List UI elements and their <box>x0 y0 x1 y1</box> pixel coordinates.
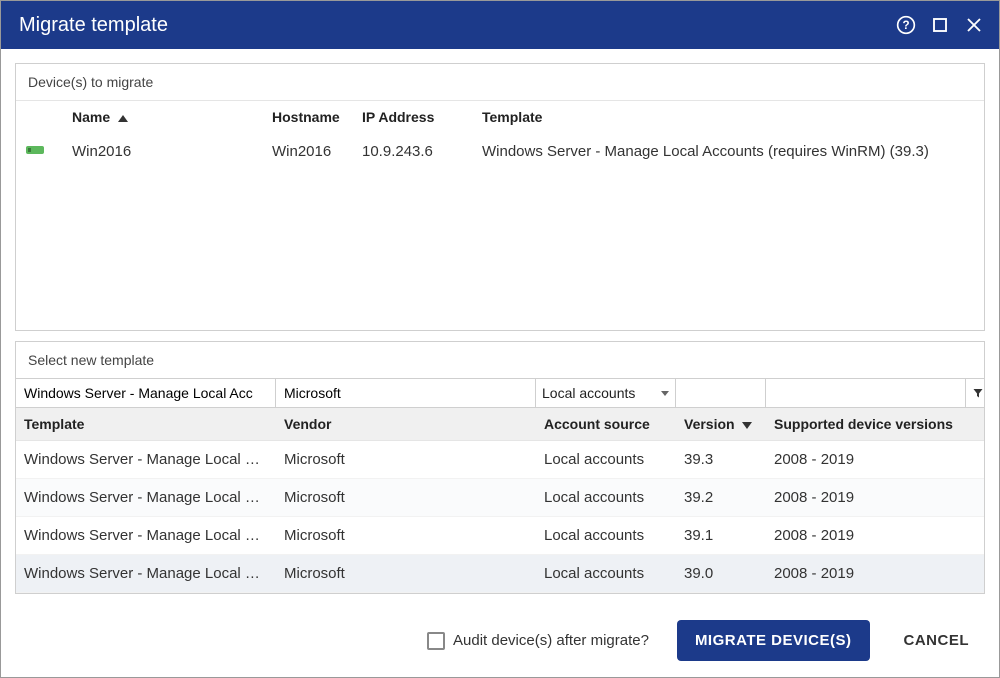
checkbox-icon <box>427 632 445 650</box>
sort-asc-icon <box>118 115 128 122</box>
devices-table-header: Name Hostname IP Address Template <box>16 101 984 136</box>
help-icon[interactable]: ? <box>895 14 917 36</box>
cell-account-source: Local accounts <box>536 555 676 592</box>
template-filter-row: Local accounts <box>16 378 984 408</box>
filter-template-input[interactable] <box>22 384 269 402</box>
filter-version[interactable] <box>676 379 766 407</box>
cell-template: Windows Server - Manage Local Accounts (… <box>474 135 984 168</box>
chevron-down-icon <box>661 391 669 396</box>
col-vendor[interactable]: Vendor <box>276 408 536 440</box>
cell-version: 39.3 <box>676 441 766 478</box>
maximize-icon[interactable] <box>929 14 951 36</box>
devices-panel-title: Device(s) to migrate <box>16 64 984 100</box>
col-template[interactable]: Template <box>474 101 984 136</box>
sort-desc-icon <box>742 422 752 429</box>
filter-vendor-input[interactable] <box>282 384 529 402</box>
table-row[interactable]: Windows Server - Manage Local …Microsoft… <box>16 555 984 593</box>
svg-text:?: ? <box>902 19 909 32</box>
migrate-template-dialog: Migrate template ? Device(s) to migrate <box>0 0 1000 678</box>
cell-vendor: Microsoft <box>276 555 536 592</box>
filter-vendor[interactable] <box>276 379 536 407</box>
table-row[interactable]: Windows Server - Manage Local …Microsoft… <box>16 517 984 555</box>
cancel-button[interactable]: CANCEL <box>898 620 976 661</box>
close-icon[interactable] <box>963 14 985 36</box>
cell-template: Windows Server - Manage Local … <box>16 479 276 516</box>
cell-account-source: Local accounts <box>536 441 676 478</box>
cell-version: 39.0 <box>676 555 766 592</box>
titlebar-actions: ? <box>895 14 985 36</box>
dialog-body: Device(s) to migrate Name Hostname IP Ad… <box>1 49 999 608</box>
col-icon <box>16 101 64 136</box>
devices-table: Name Hostname IP Address Template Win201… <box>16 100 984 168</box>
cell-ip: 10.9.243.6 <box>354 135 474 168</box>
col-name-label: Name <box>72 109 110 125</box>
migrate-button[interactable]: MIGRATE DEVICE(S) <box>677 620 870 661</box>
filter-icon <box>972 386 984 400</box>
cell-template: Windows Server - Manage Local … <box>16 517 276 554</box>
titlebar: Migrate template ? <box>1 1 999 49</box>
cell-name: Win2016 <box>64 135 264 168</box>
filter-account-source-value: Local accounts <box>542 385 635 401</box>
cell-vendor: Microsoft <box>276 517 536 554</box>
filter-actions[interactable] <box>966 379 990 407</box>
col-hostname[interactable]: Hostname <box>264 101 354 136</box>
dialog-footer: Audit device(s) after migrate? MIGRATE D… <box>1 608 999 677</box>
cell-account-source: Local accounts <box>536 517 676 554</box>
table-row[interactable]: Windows Server - Manage Local …Microsoft… <box>16 441 984 479</box>
templates-table-header: Template Vendor Account source Version S… <box>16 408 984 441</box>
server-icon <box>24 144 46 156</box>
col-account-source[interactable]: Account source <box>536 408 676 440</box>
table-row[interactable]: Win2016Win201610.9.243.6Windows Server -… <box>16 135 984 168</box>
filter-supported-input[interactable] <box>772 384 959 402</box>
devices-panel: Device(s) to migrate Name Hostname IP Ad… <box>15 63 985 331</box>
col-version-label: Version <box>684 416 735 432</box>
cell-supported: 2008 - 2019 <box>766 517 984 554</box>
dialog-title: Migrate template <box>19 14 895 37</box>
cell-template: Windows Server - Manage Local … <box>16 441 276 478</box>
cell-account-source: Local accounts <box>536 479 676 516</box>
cell-vendor: Microsoft <box>276 441 536 478</box>
cell-version: 39.2 <box>676 479 766 516</box>
templates-panel: Select new template Local accounts <box>15 341 985 594</box>
table-row[interactable]: Windows Server - Manage Local …Microsoft… <box>16 479 984 517</box>
col-version[interactable]: Version <box>676 408 766 440</box>
cell-supported: 2008 - 2019 <box>766 555 984 592</box>
templates-panel-title: Select new template <box>16 342 984 378</box>
filter-template[interactable] <box>16 379 276 407</box>
col-ip[interactable]: IP Address <box>354 101 474 136</box>
col-template[interactable]: Template <box>16 408 276 440</box>
filter-supported[interactable] <box>766 379 966 407</box>
templates-table-body: Windows Server - Manage Local …Microsoft… <box>16 441 984 593</box>
cell-vendor: Microsoft <box>276 479 536 516</box>
filter-version-input[interactable] <box>682 384 759 402</box>
cell-hostname: Win2016 <box>264 135 354 168</box>
filter-account-source[interactable]: Local accounts <box>536 379 676 407</box>
audit-checkbox-label: Audit device(s) after migrate? <box>453 632 649 649</box>
col-supported[interactable]: Supported device versions <box>766 408 990 440</box>
audit-checkbox[interactable]: Audit device(s) after migrate? <box>427 632 649 650</box>
cell-supported: 2008 - 2019 <box>766 441 984 478</box>
cell-supported: 2008 - 2019 <box>766 479 984 516</box>
col-name[interactable]: Name <box>64 101 264 136</box>
cell-version: 39.1 <box>676 517 766 554</box>
cell-template: Windows Server - Manage Local … <box>16 555 276 592</box>
